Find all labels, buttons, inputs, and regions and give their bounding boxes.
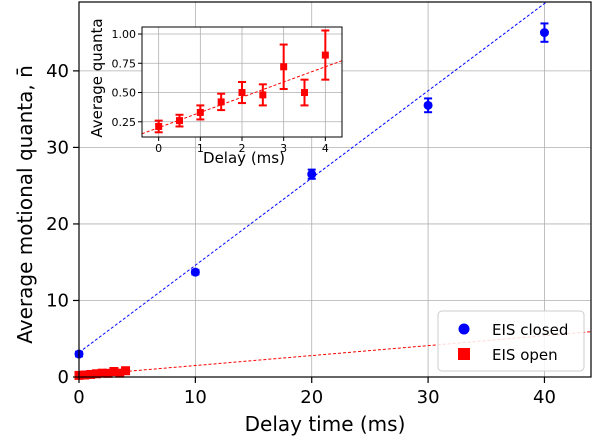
y-tick-label: 20 bbox=[46, 214, 69, 235]
inset-y-axis-label: Average quanta bbox=[88, 18, 106, 137]
y-tick-label: 0 bbox=[58, 367, 69, 388]
inset-data-point bbox=[154, 119, 163, 134]
data-point bbox=[307, 168, 317, 180]
marker-square bbox=[109, 366, 119, 376]
inset-x-tick-label: 0 bbox=[155, 142, 162, 155]
marker-square bbox=[97, 368, 107, 378]
inset-data-point bbox=[321, 29, 330, 81]
y-axis-label: Average motional quanta, n̄ bbox=[13, 65, 37, 343]
inset-x-axis-label: Delay (ms) bbox=[203, 149, 285, 167]
inset-x-tick-label: 2 bbox=[239, 142, 246, 155]
inset-data-point bbox=[238, 81, 246, 105]
inset-y-tick-label: 1.00 bbox=[112, 28, 137, 41]
x-tick-label: 10 bbox=[184, 387, 207, 408]
x-tick-label: 0 bbox=[73, 387, 84, 408]
inset-marker-square bbox=[176, 117, 183, 125]
x-tick-label: 30 bbox=[417, 387, 440, 408]
inset-marker-square bbox=[259, 91, 267, 99]
inset-data-point bbox=[196, 104, 205, 121]
inset-chart: 0 1 2 3 4 0.25 0.50 0.75 1.00 Delay (ms) Average q… bbox=[88, 18, 343, 167]
x-tick-label: 20 bbox=[300, 387, 323, 408]
marker-square bbox=[121, 366, 131, 376]
legend-marker-circle bbox=[458, 323, 470, 335]
inset-data-point bbox=[279, 43, 288, 91]
y-tick-label: 30 bbox=[46, 137, 69, 158]
marker-circle bbox=[423, 100, 433, 110]
inset-y-tick-label: 0.75 bbox=[112, 57, 137, 70]
inset-x-tick-label: 4 bbox=[322, 142, 329, 155]
legend-label: EIS open bbox=[492, 346, 558, 364]
inset-y-tick-label: 0.50 bbox=[112, 87, 137, 100]
fit-line-0 bbox=[79, 2, 548, 353]
data-point bbox=[121, 366, 131, 376]
marker-square bbox=[115, 368, 125, 378]
y-tick-label: 40 bbox=[46, 61, 69, 82]
inset-marker-square bbox=[155, 122, 163, 130]
inset-x-tick-label: 3 bbox=[280, 142, 287, 155]
marker-square bbox=[80, 370, 90, 380]
data-point bbox=[190, 267, 200, 277]
legend-marker-square bbox=[458, 348, 470, 360]
data-point bbox=[539, 22, 549, 43]
inset-x-tick-label: 1 bbox=[197, 142, 204, 155]
fit-line-1 bbox=[79, 331, 591, 376]
inset-data-point bbox=[175, 113, 184, 128]
marker-circle bbox=[190, 267, 200, 277]
inset-marker-square bbox=[238, 89, 246, 97]
plot-frame bbox=[78, 1, 592, 378]
marker-circle bbox=[539, 28, 549, 38]
legend-box bbox=[437, 310, 585, 372]
x-tick-label: 40 bbox=[533, 387, 556, 408]
inset-data-point bbox=[217, 92, 226, 112]
inset-marker-square bbox=[280, 63, 288, 71]
inset-marker-square bbox=[217, 98, 225, 106]
marker-square bbox=[86, 369, 96, 379]
x-axis-label: Delay time (ms) bbox=[245, 412, 406, 436]
y-tick-label: 10 bbox=[46, 290, 69, 311]
inset-data-point bbox=[258, 83, 267, 107]
legend: EIS closed EIS open bbox=[437, 310, 585, 372]
inset-marker-square bbox=[301, 89, 308, 97]
marker-circle bbox=[307, 169, 317, 179]
inset-data-point bbox=[300, 78, 309, 107]
inset-marker-square bbox=[196, 108, 204, 116]
marker-square bbox=[91, 369, 101, 379]
data-point bbox=[423, 97, 433, 114]
legend-label: EIS closed bbox=[492, 321, 568, 339]
inset-marker-square bbox=[321, 51, 329, 59]
marker-square bbox=[103, 368, 113, 378]
inset-y-tick-label: 0.25 bbox=[112, 116, 137, 129]
